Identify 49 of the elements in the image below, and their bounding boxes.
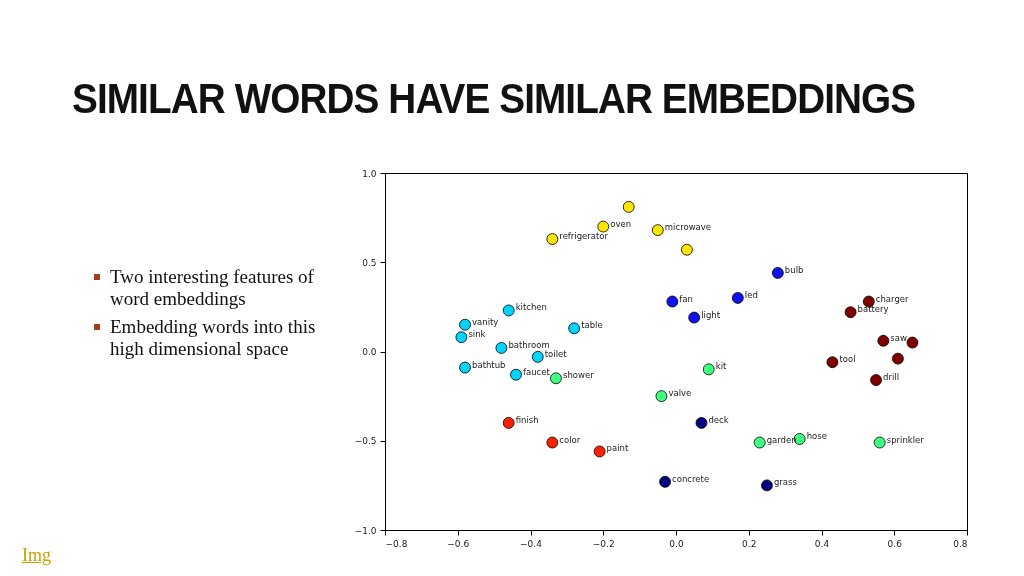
x-tick-label: 0.4 <box>814 538 830 549</box>
x-tick-label: −0.2 <box>592 538 615 549</box>
text: Embedding words into this high dimensional space <box>109 316 317 360</box>
annotation: toilet <box>544 348 568 359</box>
annotation: oven <box>610 218 632 229</box>
annotation: valve <box>668 388 692 399</box>
annotation: color <box>559 434 581 445</box>
annotation: shower <box>562 370 595 381</box>
y-tick-label: −1.0 <box>354 525 377 536</box>
annotation: bulb <box>784 264 804 275</box>
annotation: led <box>744 289 758 300</box>
annotation: sink <box>468 329 486 340</box>
annotation: refrigerator <box>559 231 609 242</box>
annotation: hose <box>806 430 827 441</box>
annotation: battery <box>857 304 889 315</box>
x-tick-label: −0.6 <box>447 538 470 549</box>
text: Img <box>22 545 51 566</box>
annotation: table <box>581 320 603 331</box>
text: Two interesting features of word embeddings <box>109 266 315 310</box>
x-tick-label: −0.4 <box>520 538 543 549</box>
y-tick-label: 0.0 <box>362 347 377 357</box>
annotation: bathtub <box>472 359 506 370</box>
x-tick-label: 0.6 <box>887 538 903 549</box>
annotation: drill <box>883 372 900 383</box>
annotation: tool <box>839 354 856 365</box>
annotation: bathroom <box>508 339 550 350</box>
y-tick-label: 1.0 <box>362 168 377 179</box>
x-tick-label: −0.8 <box>385 538 408 549</box>
annotation: paint <box>606 443 629 454</box>
chart-title: SIMILAR WORDS HAVE SIMILAR EMBEDDINGS <box>72 74 916 123</box>
annotation: faucet <box>522 366 551 377</box>
annotation: sprinkler <box>886 434 925 445</box>
annotation: saw <box>890 332 907 343</box>
x-tick-label: 0.2 <box>742 538 757 549</box>
annotation: fan <box>679 293 693 304</box>
annotation: vanity <box>472 316 499 327</box>
annotation: light <box>701 309 721 320</box>
y-tick-label: −0.5 <box>354 436 377 447</box>
annotation: microwave <box>664 222 712 233</box>
annotation: charger <box>875 293 910 304</box>
annotation: grass <box>773 477 798 488</box>
annotation: kit <box>715 361 728 372</box>
x-tick-label: 0.0 <box>669 538 684 549</box>
annotation: kitchen <box>515 302 547 313</box>
annotation: concrete <box>672 473 710 484</box>
y-tick-label: 0.5 <box>362 257 377 268</box>
x-tick-label: 0.8 <box>953 538 968 549</box>
annotation: finish <box>515 414 539 425</box>
annotation: deck <box>708 414 729 425</box>
